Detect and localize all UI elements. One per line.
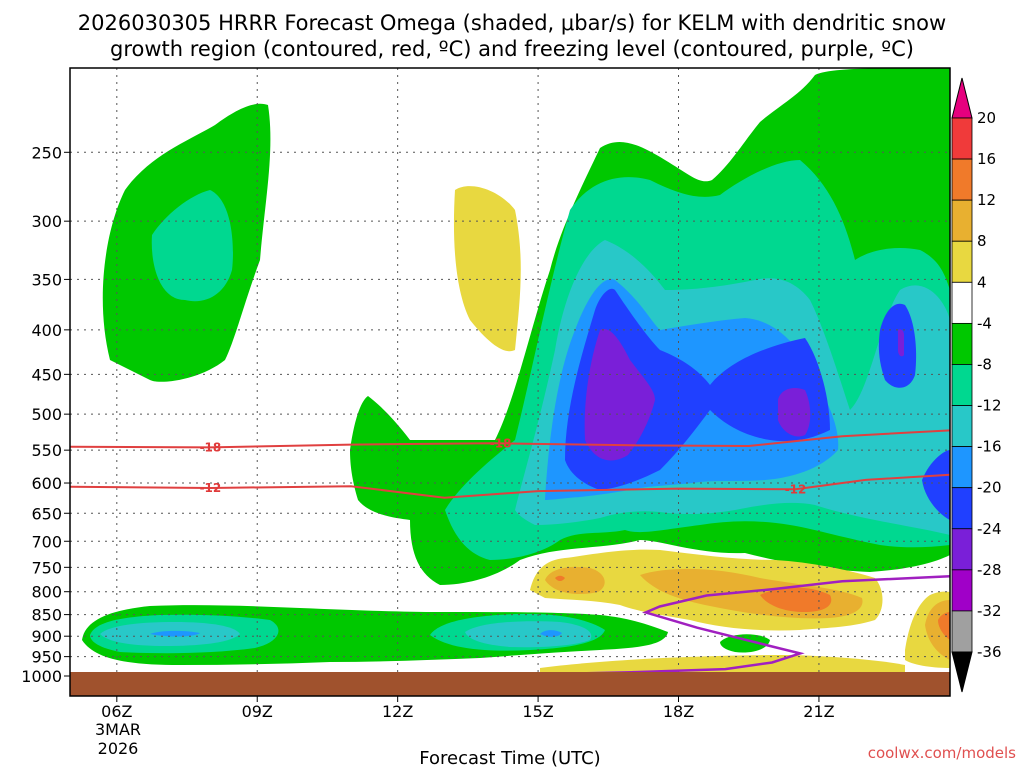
omega-region-bottom-yellow: [540, 655, 905, 672]
y-tick-label: 800: [31, 583, 62, 602]
dgz-contour-label: -12: [785, 482, 807, 496]
omega-region-low-blue-1: [150, 630, 200, 637]
y-tick-label: 600: [31, 474, 62, 493]
x-tick-label: 06Z: [101, 702, 132, 721]
colorbar-box: [951, 569, 973, 612]
x-tick-label: 15Z: [522, 702, 553, 721]
y-tick-label: 250: [31, 143, 62, 162]
colorbar-box: [951, 446, 973, 489]
colorbar-level-label: -16: [977, 438, 1002, 456]
y-tick-label: 550: [31, 441, 62, 460]
omega-region-low-cyan-2: [465, 621, 592, 648]
dgz-contour--18: [69, 429, 951, 449]
dgz-contour-label: -12: [200, 481, 222, 495]
omega-region-small-green: [720, 634, 770, 653]
credit-text: coolwx.com/models: [868, 744, 1016, 762]
colorbar-level-label: 16: [977, 150, 996, 168]
y-tick-label: 650: [31, 504, 62, 523]
y-tick-label: 300: [31, 212, 62, 231]
contours: -18 -18 -12 -12: [69, 429, 951, 676]
colorbar-box: [951, 487, 973, 530]
x-tick-label: 18Z: [663, 702, 694, 721]
colorbar-level-label: -32: [977, 602, 1002, 620]
omega-region-low-red-dot: [555, 575, 565, 581]
colorbar-level-label: -12: [977, 397, 1002, 415]
colorbar-box: [951, 158, 973, 201]
colorbar-box: [951, 405, 973, 448]
colorbar: 20 16 12 8 4 -4 -8 -12 -16 -20 -24 -28 -32 -36: [951, 77, 1002, 693]
colorbar-level-label: 20: [977, 109, 996, 127]
colorbar-box: [951, 117, 973, 160]
y-tick-label: 400: [31, 321, 62, 340]
omega-region-purple: [584, 329, 655, 461]
dgz-contour-label: -18: [200, 440, 222, 454]
y-tick-label: 350: [31, 270, 62, 289]
y-tick-label: 850: [31, 606, 62, 625]
ground-surface: [70, 672, 950, 696]
plot-frame: [69, 67, 951, 697]
chart-title-line-2: growth region (contoured, red, ºC) and f…: [110, 37, 914, 61]
colorbar-level-label: 12: [977, 191, 996, 209]
colorbar-box: [951, 322, 973, 365]
omega-region-low-blue-2: [540, 630, 562, 637]
y-axis-ticks: 250 300 350 400 450 500 550 600 650 700 750 800 850 9…: [21, 143, 70, 686]
colorbar-level-label: -28: [977, 561, 1002, 579]
plot-area: -18 -18 -12 -12: [69, 67, 951, 697]
y-tick-label: 500: [31, 405, 62, 424]
x-axis-title: Forecast Time (UTC): [419, 748, 600, 768]
colorbar-level-label: -36: [977, 643, 1002, 661]
colorbar-level-label: -20: [977, 479, 1002, 497]
y-tick-label: 750: [31, 558, 62, 577]
omega-region-right-blue: [878, 303, 917, 388]
x-tick-label: 09Z: [242, 702, 273, 721]
omega-region-low-gold: [545, 566, 605, 595]
freezing-level-contour: [547, 575, 951, 676]
chart-title-line-1: 2026030305 HRRR Forecast Omega (shaded, …: [78, 11, 946, 35]
colorbar-level-label: -24: [977, 520, 1002, 538]
dgz-contour--12: [69, 473, 951, 499]
x-tick-label: 12Z: [382, 702, 413, 721]
colorbar-level-label: 8: [977, 232, 987, 250]
y-tick-label: 700: [31, 532, 62, 551]
colorbar-bottom-triangle: [951, 651, 973, 693]
omega-region-right-edge-blue: [922, 450, 950, 520]
x-date-line-1: 3MAR: [95, 720, 141, 739]
colorbar-box: [951, 199, 973, 242]
y-tick-label: 1000: [21, 667, 62, 686]
colorbar-box: [951, 240, 973, 283]
y-tick-label: 900: [31, 627, 62, 646]
omega-region-purple-right: [778, 388, 811, 437]
omega-region-right-purple: [898, 329, 904, 357]
dgz-contour-label: -18: [490, 436, 512, 450]
colorbar-box: [951, 281, 973, 324]
y-tick-label: 450: [31, 365, 62, 384]
colorbar-level-label: -8: [977, 355, 992, 373]
colorbar-top-triangle: [951, 77, 973, 119]
omega-region-right-low-orange: [938, 612, 950, 640]
x-axis-ticks: 06Z 09Z 12Z 15Z 18Z 21Z: [101, 696, 835, 721]
colorbar-box: [951, 610, 973, 653]
omega-region-upper-left-teal: [151, 190, 233, 302]
colorbar-level-label: -4: [977, 314, 992, 332]
omega-region-upward-yellow: [453, 186, 521, 352]
colorbar-level-label: 4: [977, 273, 987, 291]
x-date-line-2: 2026: [98, 739, 139, 758]
colorbar-box: [951, 364, 973, 406]
y-tick-label: 950: [31, 648, 62, 667]
omega-region-low-orange: [760, 587, 832, 612]
colorbar-box: [951, 528, 973, 571]
x-tick-label: 21Z: [803, 702, 834, 721]
